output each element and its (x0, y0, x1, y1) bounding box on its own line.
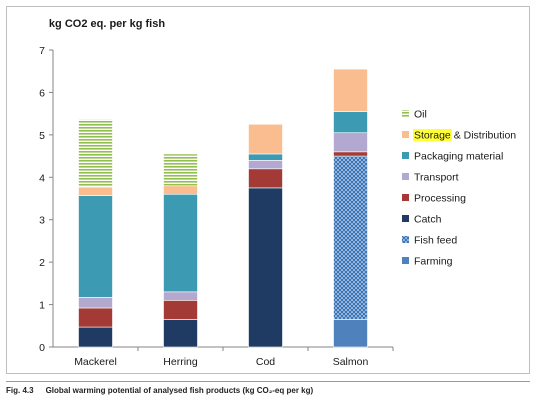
bar-salmon-storage-distribution (333, 68, 368, 112)
bar-salmon-farming (333, 319, 368, 348)
y-tick-label: 4 (39, 172, 45, 184)
bar-mackerel-oil (78, 118, 113, 188)
bar-herring-oil (163, 153, 198, 187)
legend-swatch (402, 173, 409, 180)
bar-cod-storage-distribution (248, 123, 283, 155)
bar-mackerel-transport (78, 297, 113, 309)
y-tick-label: 5 (39, 130, 45, 142)
legend-entry-label: Oil (414, 109, 427, 121)
legend-entry-label: Storage & Distribution (414, 130, 516, 142)
bar-herring-processing (163, 300, 198, 320)
bar-mackerel-packaging-material (78, 195, 113, 298)
x-tick-label: Cod (256, 356, 275, 368)
caption-text: Global warming potential of analysed fis… (45, 386, 314, 395)
bar-mackerel-processing (78, 307, 113, 328)
bar-salmon-transport (333, 132, 368, 153)
bar-cod-transport (248, 160, 283, 170)
bar-herring-catch (163, 319, 198, 348)
y-axis-label: kg CO2 eq. per kg fish (48, 18, 166, 30)
legend-swatch (402, 131, 409, 138)
bar-salmon-processing (333, 151, 368, 157)
chart-canvas: 0 1 2 3 4 5 6 7 Mackerel Herring Cod Salmon Oil Stor… (39, 45, 516, 368)
legend-entry-label: Farming (414, 256, 453, 268)
x-tick-label: Salmon (333, 356, 369, 368)
legend-swatch (402, 110, 409, 117)
legend-swatch (402, 215, 409, 222)
bar-cod-packaging-material (248, 153, 283, 161)
legend-entry-label: Catch (414, 214, 442, 226)
bar-cod-processing (248, 168, 283, 189)
y-tick-label: 6 (39, 87, 45, 99)
legend-entry-label: Transport (414, 172, 459, 184)
y-tick-label: 2 (39, 257, 45, 269)
bar-salmon-fish-feed (333, 155, 368, 320)
figure-caption: Fig. 4.3 Global warming potential of anal… (6, 386, 313, 395)
legend-swatch (402, 236, 409, 243)
y-tick-label: 0 (39, 342, 45, 354)
bar-cod-catch (248, 187, 283, 348)
x-tick-label: Mackerel (74, 356, 117, 368)
y-tick-label: 3 (39, 215, 45, 227)
caption-number: Fig. 4.3 (6, 386, 34, 395)
chart-frame: 0 1 2 3 4 5 6 7 Mackerel Herring Cod Salmon Oil Stor… (6, 6, 530, 374)
legend-entry-label: Processing (414, 193, 466, 205)
bar-herring-storage-distribution (163, 185, 198, 195)
legend-swatch (402, 257, 409, 264)
legend-swatch (402, 152, 409, 159)
y-tick-label: 7 (39, 45, 45, 57)
x-tick-label: Herring (163, 356, 198, 368)
bar-mackerel-storage-distribution (78, 186, 113, 196)
legend-highlight (413, 129, 452, 141)
bar-herring-packaging-material (163, 193, 198, 293)
legend-entry-label: Packaging material (414, 151, 503, 163)
bar-salmon-packaging-material (333, 111, 368, 134)
bar-herring-transport (163, 291, 198, 301)
bar-mackerel-catch (78, 326, 113, 348)
caption-divider (6, 381, 530, 382)
legend-swatch (402, 194, 409, 201)
legend-entry-label: Fish feed (414, 235, 457, 247)
y-tick-label: 1 (39, 300, 45, 312)
